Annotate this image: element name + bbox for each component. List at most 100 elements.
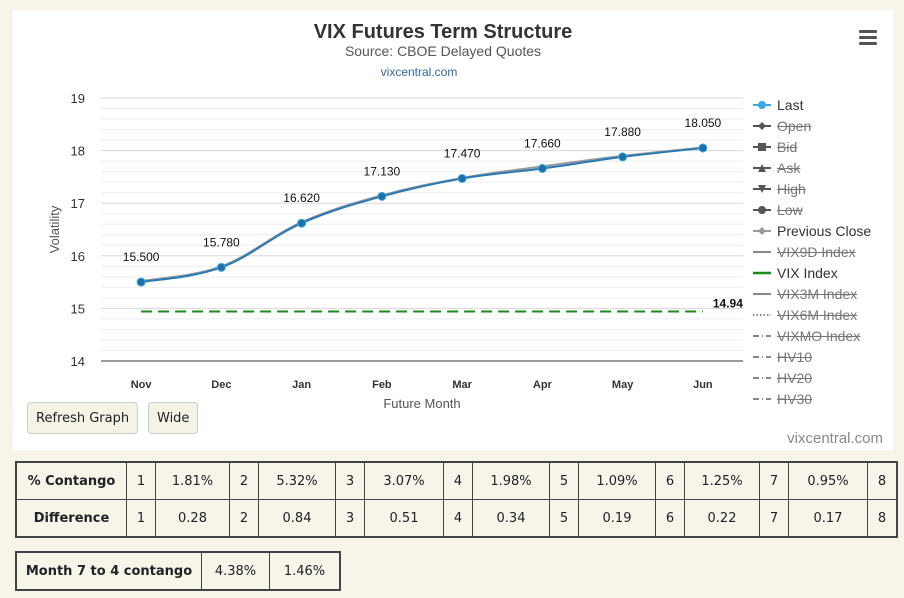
last-data-point (377, 191, 387, 201)
month-contango-table: Month 7 to 4 contango 4.38% 1.46% (15, 551, 341, 591)
data-label: 17.880 (604, 125, 641, 139)
legend-symbol-icon (753, 163, 771, 172)
legend-label: VIX3M Index (777, 285, 858, 302)
wide-button[interactable]: Wide (148, 402, 199, 434)
legend-symbol-icon (753, 313, 771, 316)
month-index-cell: 7 (759, 499, 789, 538)
value-cell: 5.32% (258, 461, 336, 500)
legend-label: High (777, 180, 806, 197)
y-axis-title: Volatility (47, 205, 62, 253)
legend-item[interactable]: HV10 (753, 346, 893, 367)
legend-label: HV20 (777, 369, 813, 386)
last-data-point (537, 163, 547, 173)
vix-index-label: 14.94 (713, 297, 743, 311)
legend-label: HV30 (777, 390, 813, 407)
legend-item[interactable]: VIX Index (753, 262, 893, 283)
x-tick-label: May (612, 379, 634, 391)
legend-label: Open (777, 117, 812, 134)
last-data-point (457, 173, 467, 183)
legend-label: VIX Index (777, 264, 838, 281)
legend-symbol-icon (753, 250, 771, 253)
last-data-point (136, 277, 146, 287)
table-row: % Contango 1 1.81% 2 5.32% 3 3.07% 4 1.98% 5 1.09%… (15, 461, 898, 500)
x-tick-label: Mar (452, 379, 472, 391)
legend-item[interactable]: VIXMO Index (753, 325, 893, 346)
chart-panel: 14 15 16 17 18 19 Nov Dec Jan Feb Mar Apr May Jun Vola… (13, 10, 893, 450)
legend-label: Low (777, 201, 803, 218)
legend-symbol-icon (753, 100, 771, 109)
chart-plot: 14 15 16 17 18 19 Nov Dec Jan Feb Mar Apr May Jun Vola… (47, 91, 743, 411)
legend-symbol-icon (753, 142, 771, 151)
legend-item[interactable]: Open (753, 115, 893, 136)
legend-label: HV10 (777, 348, 813, 365)
month-index-cell: 2 (229, 461, 259, 500)
month-index-cell: 5 (549, 461, 579, 500)
value-cell: 0.28 (155, 499, 230, 538)
chart-subtitle: Source: CBOE Delayed Quotes (344, 43, 542, 59)
legend-label: Last (777, 96, 804, 113)
data-label: 17.470 (444, 146, 481, 160)
chart-credit[interactable]: vixcentral.com (787, 430, 883, 447)
last-data-point (698, 143, 708, 153)
legend-symbol-icon (753, 334, 771, 337)
refresh-graph-button[interactable]: Refresh Graph (27, 402, 139, 434)
value-cell: 1.25% (684, 461, 760, 500)
value-cell: 3.07% (364, 461, 444, 500)
previous-close-line (140, 146, 703, 283)
legend-symbol-icon (753, 376, 771, 379)
x-tick-label: Nov (131, 379, 153, 391)
legend-item[interactable]: VIX6M Index (753, 304, 893, 325)
value-cell: 0.95% (788, 461, 868, 500)
legend-symbol-icon (753, 226, 771, 235)
hamburger-menu-icon[interactable] (859, 30, 877, 45)
month-index-cell: 1 (126, 461, 156, 500)
legend-label: Previous Close (777, 222, 872, 239)
legend-item[interactable]: HV30 (753, 388, 893, 409)
month-index-cell: 5 (549, 499, 579, 538)
value-cell: 1.09% (578, 461, 656, 500)
data-label: 17.130 (364, 164, 401, 178)
table-row: Difference 1 0.28 2 0.84 3 0.51 4 0.34 5 0.19 6 0.22… (15, 499, 898, 538)
y-tick-label: 16 (71, 249, 85, 264)
contango-table: % Contango 1 1.81% 2 5.32% 3 3.07% 4 1.98% 5 1.09%… (15, 461, 898, 538)
legend-item[interactable]: Last (753, 94, 893, 115)
x-tick-label: Jun (693, 379, 713, 391)
value-cell: 0.22 (684, 499, 760, 538)
data-label: 16.620 (283, 191, 320, 205)
month-contango-value: 4.38% (201, 551, 270, 591)
value-cell: 0.51 (364, 499, 444, 538)
legend-item[interactable]: Bid (753, 136, 893, 157)
month-index-cell: 8 (867, 461, 898, 500)
row-header: % Contango (15, 461, 127, 500)
chart-link[interactable]: vixcentral.com (380, 65, 458, 79)
month-contango-value: 1.46% (269, 551, 341, 591)
y-tick-label: 14 (71, 354, 85, 369)
legend-item[interactable]: Previous Close (753, 220, 893, 241)
legend-symbol-icon (753, 205, 771, 214)
legend-item[interactable]: VIX3M Index (753, 283, 893, 304)
legend-label: VIX9D Index (777, 243, 856, 260)
value-cell: 0.34 (472, 499, 550, 538)
x-tick-label: Dec (211, 379, 231, 391)
data-label: 17.660 (524, 136, 561, 150)
month-index-cell: 8 (867, 499, 898, 538)
last-series-line (140, 146, 703, 284)
data-label: 15.780 (203, 235, 240, 249)
month-index-cell: 4 (443, 461, 473, 500)
month-index-cell: 2 (229, 499, 259, 538)
legend-label: Ask (777, 159, 801, 176)
legend-item[interactable]: High (753, 178, 893, 199)
legend-item[interactable]: HV20 (753, 367, 893, 388)
table-row: Month 7 to 4 contango 4.38% 1.46% (15, 551, 341, 591)
legend-item[interactable]: VIX9D Index (753, 241, 893, 262)
month-contango-header: Month 7 to 4 contango (15, 551, 202, 591)
legend-label: VIXMO Index (777, 327, 861, 344)
x-tick-label: Feb (372, 379, 392, 391)
month-index-cell: 3 (335, 461, 365, 500)
y-tick-label: 19 (71, 91, 85, 106)
legend-symbol-icon (753, 121, 771, 130)
legend-item[interactable]: Low (753, 199, 893, 220)
x-tick-label: Jan (292, 379, 311, 391)
month-index-cell: 6 (655, 461, 685, 500)
legend-item[interactable]: Ask (753, 157, 893, 178)
